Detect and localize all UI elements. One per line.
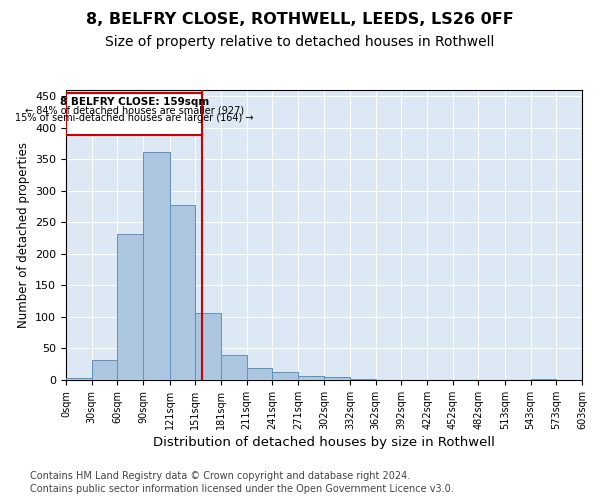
Bar [325,377,350,380]
FancyBboxPatch shape [67,92,202,136]
Bar [195,313,221,380]
Bar [247,368,272,380]
Bar [118,234,143,380]
Text: 8 BELFRY CLOSE: 159sqm: 8 BELFRY CLOSE: 159sqm [59,97,209,107]
Text: Contains HM Land Registry data © Crown copyright and database right 2024.: Contains HM Land Registry data © Crown c… [30,471,410,481]
Bar [66,378,92,380]
Bar [272,372,298,380]
Text: Size of property relative to detached houses in Rothwell: Size of property relative to detached ho… [106,35,494,49]
Text: 15% of semi-detached houses are larger (164) →: 15% of semi-detached houses are larger (… [15,114,253,124]
Bar [298,376,325,380]
Text: ← 84% of detached houses are smaller (927): ← 84% of detached houses are smaller (92… [25,105,244,115]
Bar [221,355,247,380]
Bar [170,204,195,380]
Bar [143,152,170,380]
Text: 8, BELFRY CLOSE, ROTHWELL, LEEDS, LS26 0FF: 8, BELFRY CLOSE, ROTHWELL, LEEDS, LS26 0… [86,12,514,28]
Bar [92,360,118,380]
Y-axis label: Number of detached properties: Number of detached properties [17,142,29,328]
X-axis label: Distribution of detached houses by size in Rothwell: Distribution of detached houses by size … [153,436,495,449]
Text: Contains public sector information licensed under the Open Government Licence v3: Contains public sector information licen… [30,484,454,494]
